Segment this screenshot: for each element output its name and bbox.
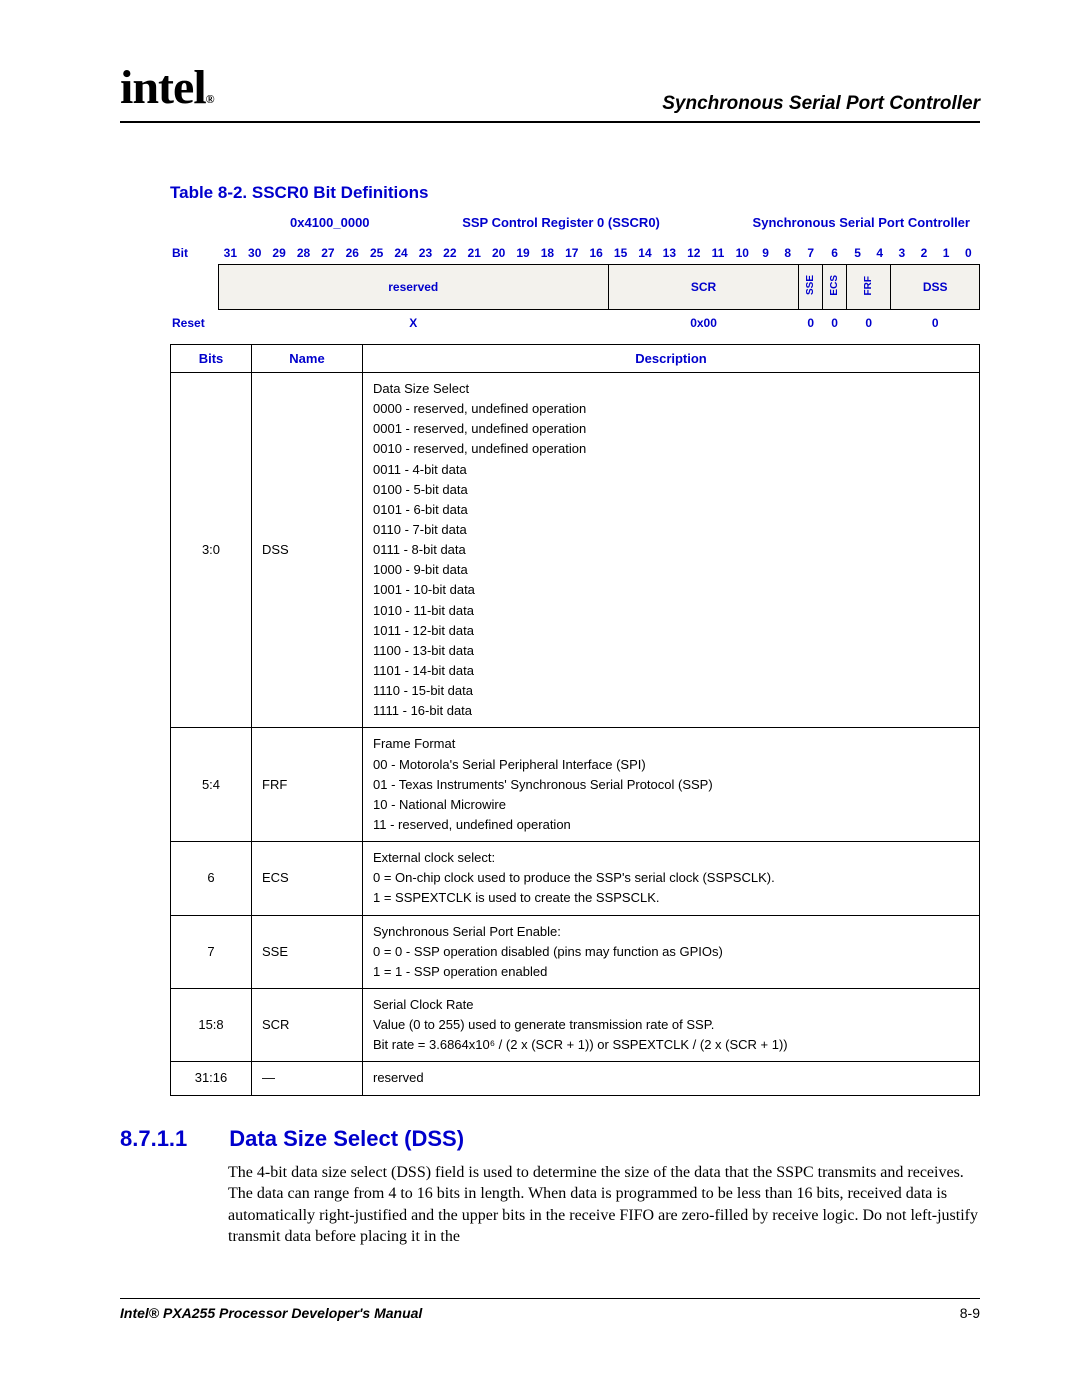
cell-bits: 15:8 <box>171 988 252 1061</box>
bitnum: 15 <box>608 242 632 265</box>
bitnum: 19 <box>511 242 535 265</box>
reg-address: 0x4100_0000 <box>290 215 370 230</box>
col-bits: Bits <box>171 345 252 373</box>
bitnum: 4 <box>869 242 891 265</box>
col-desc: Description <box>363 345 980 373</box>
cell-name: SCR <box>252 988 363 1061</box>
bit-layout-table: Bit 31 30 29 28 27 26 25 24 23 22 21 20 … <box>170 242 980 340</box>
bitnum: 30 <box>243 242 267 265</box>
cell-name: DSS <box>252 373 363 728</box>
definition-table: Bits Name Description 3:0 DSS Data Size … <box>170 344 980 1096</box>
bitnum: 12 <box>682 242 706 265</box>
content-wrap: Table 8-2. SSCR0 Bit Definitions 0x4100_… <box>170 183 980 1096</box>
bitnum: 21 <box>462 242 486 265</box>
bitnum: 7 <box>799 242 823 265</box>
table-row: 15:8 SCR Serial Clock Rate Value (0 to 2… <box>171 988 980 1061</box>
table-row: 5:4 FRF Frame Format 00 - Motorola's Ser… <box>171 728 980 842</box>
cell-bits: 7 <box>171 915 252 988</box>
bitnum: 28 <box>291 242 315 265</box>
bitnum: 3 <box>891 242 913 265</box>
table-caption: Table 8-2. SSCR0 Bit Definitions <box>170 183 980 203</box>
cell-bits: 31:16 <box>171 1062 252 1095</box>
bit-number-row: Bit 31 30 29 28 27 26 25 24 23 22 21 20 … <box>170 242 980 265</box>
bitnum: 31 <box>218 242 242 265</box>
bitnum: 0 <box>957 242 979 265</box>
header-rule <box>120 121 980 123</box>
cell-desc: Data Size Select 0000 - reserved, undefi… <box>363 373 980 728</box>
bit-label: Bit <box>170 242 218 265</box>
page-container: intel® Synchronous Serial Port Controlle… <box>0 0 1080 1361</box>
page-header: intel® Synchronous Serial Port Controlle… <box>120 60 980 115</box>
bitnum: 18 <box>535 242 559 265</box>
bitnum: 11 <box>706 242 730 265</box>
bitnum: 23 <box>413 242 437 265</box>
cell-name: ECS <box>252 842 363 915</box>
bitnum: 6 <box>823 242 847 265</box>
field-reserved: reserved <box>218 265 608 310</box>
field-sse: SSE <box>799 265 823 310</box>
bitnum: 26 <box>340 242 364 265</box>
section-number: 8.7.1.1 <box>120 1126 187 1152</box>
bitnum: 13 <box>657 242 681 265</box>
cell-name: SSE <box>252 915 363 988</box>
section-title: Data Size Select (DSS) <box>229 1126 464 1152</box>
bitnum: 10 <box>730 242 754 265</box>
reset-row: Reset X 0x00 0 0 0 0 <box>170 310 980 341</box>
register-header: 0x4100_0000 SSP Control Register 0 (SSCR… <box>170 215 980 230</box>
cell-desc: Synchronous Serial Port Enable: 0 = 0 - … <box>363 915 980 988</box>
chapter-title: Synchronous Serial Port Controller <box>662 93 980 115</box>
field-frf: FRF <box>847 265 891 310</box>
reset-frf: 0 <box>847 310 891 341</box>
reset-sse: 0 <box>799 310 823 341</box>
cell-desc: External clock select: 0 = On-chip clock… <box>363 842 980 915</box>
bitnum: 22 <box>438 242 462 265</box>
bitnum: 14 <box>633 242 657 265</box>
reset-reserved: X <box>218 310 608 341</box>
reset-label: Reset <box>170 310 218 341</box>
footer-right: 8-9 <box>960 1305 980 1321</box>
cell-name: FRF <box>252 728 363 842</box>
bitnum: 17 <box>560 242 584 265</box>
field-blank <box>170 265 218 310</box>
cell-desc: Frame Format 00 - Motorola's Serial Peri… <box>363 728 980 842</box>
page-footer: Intel® PXA255 Processor Developer's Manu… <box>120 1298 980 1321</box>
section-body: The 4-bit data size select (DSS) field i… <box>228 1162 980 1248</box>
bitnum: 25 <box>364 242 388 265</box>
table-row: 6 ECS External clock select: 0 = On-chip… <box>171 842 980 915</box>
reset-ecs: 0 <box>823 310 847 341</box>
field-dss: DSS <box>891 265 980 310</box>
cell-desc: Serial Clock Rate Value (0 to 255) used … <box>363 988 980 1061</box>
reg-module: Synchronous Serial Port Controller <box>753 215 970 230</box>
intel-logo: intel® <box>120 60 214 115</box>
bitnum: 5 <box>847 242 869 265</box>
field-scr: SCR <box>608 265 798 310</box>
bitnum: 8 <box>777 242 799 265</box>
cell-bits: 6 <box>171 842 252 915</box>
table-row: 3:0 DSS Data Size Select 0000 - reserved… <box>171 373 980 728</box>
bitnum: 24 <box>389 242 413 265</box>
bitnum: 9 <box>754 242 776 265</box>
cell-bits: 3:0 <box>171 373 252 728</box>
section-heading: 8.7.1.1 Data Size Select (DSS) <box>120 1126 980 1152</box>
field-row: reserved SCR SSE ECS FRF DSS <box>170 265 980 310</box>
table-row: 7 SSE Synchronous Serial Port Enable: 0 … <box>171 915 980 988</box>
footer-left: Intel® PXA255 Processor Developer's Manu… <box>120 1305 422 1321</box>
def-header-row: Bits Name Description <box>171 345 980 373</box>
reset-scr: 0x00 <box>608 310 798 341</box>
cell-bits: 5:4 <box>171 728 252 842</box>
reset-dss: 0 <box>891 310 980 341</box>
table-row: 31:16 — reserved <box>171 1062 980 1095</box>
field-ecs: ECS <box>823 265 847 310</box>
bitnum: 20 <box>486 242 510 265</box>
col-name: Name <box>252 345 363 373</box>
reg-name: SSP Control Register 0 (SSCR0) <box>462 215 660 230</box>
cell-desc: reserved <box>363 1062 980 1095</box>
bitnum: 27 <box>316 242 340 265</box>
bitnum: 29 <box>267 242 291 265</box>
cell-name: — <box>252 1062 363 1095</box>
bitnum: 1 <box>935 242 957 265</box>
bitnum: 16 <box>584 242 608 265</box>
bitnum: 2 <box>913 242 935 265</box>
